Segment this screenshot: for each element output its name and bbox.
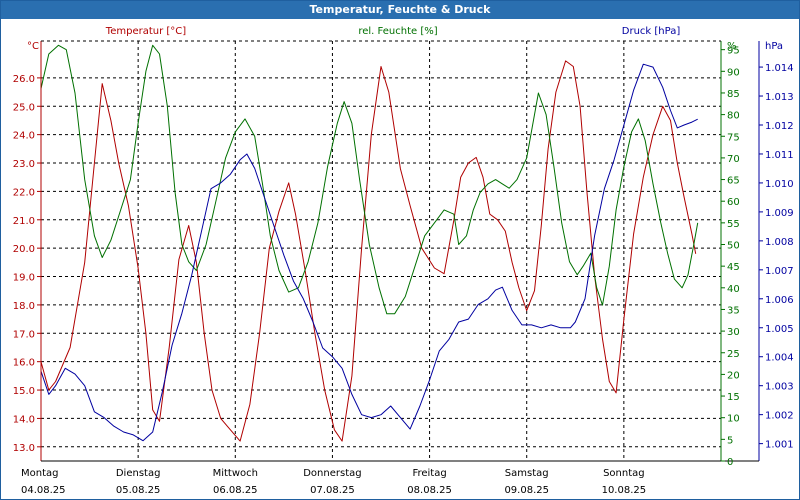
pressure-tick-label: 1.008 [765, 237, 794, 248]
temperature-tick-label: 26.0 [13, 74, 35, 85]
pressure-tick-label: 1.010 [765, 179, 794, 190]
temperature-tick-label: 21.0 [13, 216, 35, 227]
temperature-tick-label: 24.0 [13, 131, 35, 142]
humidity-tick-label: 60 [727, 197, 740, 208]
pressure-tick-label: 1.002 [765, 411, 794, 422]
temperature-tick-label: 20.0 [13, 244, 35, 255]
humidity-line [40, 44, 699, 315]
pressure-tick-label: 1.006 [765, 295, 794, 306]
x-day-label: Samstag [505, 468, 549, 479]
humidity-tick-label: 20 [727, 370, 740, 381]
humidity-tick-label: 10 [727, 414, 740, 425]
humidity-unit: % [727, 41, 737, 52]
pressure-tick-label: 1.013 [765, 92, 794, 103]
humidity-tick-label: 90 [727, 67, 740, 78]
x-date-label: 04.08.25 [21, 485, 66, 496]
humidity-tick-label: 85 [727, 89, 740, 100]
axis-labels: 13.0 14.0 15.0 16.0 17.0 18.0 19.0 20.0 21.0 22.0… [13, 26, 794, 496]
pressure-tick-label: 1.003 [765, 382, 794, 393]
x-date-label: 06.08.25 [213, 485, 258, 496]
temperature-tick-label: 18.0 [13, 301, 35, 312]
grid [41, 41, 721, 461]
x-day-label: Montag [21, 468, 58, 479]
x-day-label: Dienstag [116, 468, 161, 479]
humidity-tick-label: 30 [727, 327, 740, 338]
temperature-tick-label: 25.0 [13, 102, 35, 113]
humidity-tick-label: 75 [727, 132, 740, 143]
temperature-tick-label: 14.0 [13, 414, 35, 425]
series-lines [40, 44, 699, 442]
temperature-tick-label: 15.0 [13, 386, 35, 397]
pressure-unit: hPa [765, 41, 783, 52]
x-day-label: Sonntag [603, 468, 645, 479]
humidity-tick-label: 50 [727, 241, 740, 252]
pressure-tick-label: 1.011 [765, 150, 794, 161]
temperature-tick-label: 13.0 [13, 443, 35, 454]
x-date-label: 09.08.25 [504, 485, 549, 496]
temperature-tick-label: 23.0 [13, 159, 35, 170]
temperature-tick-label: 22.0 [13, 187, 35, 198]
pressure-tick-label: 1.001 [765, 440, 794, 451]
pressure-tick-label: 1.005 [765, 324, 794, 335]
pressure-tick-label: 1.012 [765, 121, 794, 132]
pressure-tick-label: 1.007 [765, 266, 794, 277]
x-date-label: 07.08.25 [310, 485, 355, 496]
humidity-tick-label: 15 [727, 392, 740, 403]
humidity-tick-label: 80 [727, 111, 740, 122]
x-day-label: Mittwoch [213, 468, 258, 479]
x-date-label: 10.08.25 [602, 485, 647, 496]
plot-frame [37, 40, 763, 462]
temperature-tick-label: 16.0 [13, 358, 35, 369]
temperature-tick-label: 19.0 [13, 273, 35, 284]
plot-area [41, 41, 721, 461]
humidity-tick-label: 40 [727, 284, 740, 295]
humidity-tick-label: 95 [727, 46, 740, 57]
humidity-tick-label: 70 [727, 154, 740, 165]
x-day-label: Freitag [412, 468, 446, 479]
pressure-tick-label: 1.009 [765, 208, 794, 219]
x-day-label: Donnerstag [303, 468, 361, 479]
pressure-tick-label: 1.014 [765, 63, 794, 74]
chart-canvas: 13.0 14.0 15.0 16.0 17.0 18.0 19.0 20.0 21.0 22.0… [13, 26, 794, 496]
temperature-unit: °C [27, 41, 39, 52]
title-bar: Temperatur, Feuchte & Druck [1, 1, 799, 19]
series-title: Druck [hPa] [622, 26, 681, 37]
humidity-tick-label: 0 [727, 457, 733, 468]
humidity-tick-label: 5 [727, 435, 733, 446]
series-title: Temperatur [°C] [105, 26, 186, 37]
temperature-tick-label: 17.0 [13, 329, 35, 340]
humidity-tick-label: 25 [727, 349, 740, 360]
x-date-label: 08.08.25 [407, 485, 452, 496]
temperature-line [40, 60, 697, 442]
humidity-tick-label: 45 [727, 262, 740, 273]
pressure-tick-label: 1.004 [765, 353, 794, 364]
humidity-tick-label: 35 [727, 305, 740, 316]
x-date-label: 05.08.25 [116, 485, 161, 496]
pressure-line [40, 63, 698, 442]
series-title: rel. Feuchte [%] [358, 26, 437, 37]
humidity-tick-label: 65 [727, 176, 740, 187]
window-title: Temperatur, Feuchte & Druck [309, 3, 491, 16]
humidity-tick-label: 55 [727, 219, 740, 230]
